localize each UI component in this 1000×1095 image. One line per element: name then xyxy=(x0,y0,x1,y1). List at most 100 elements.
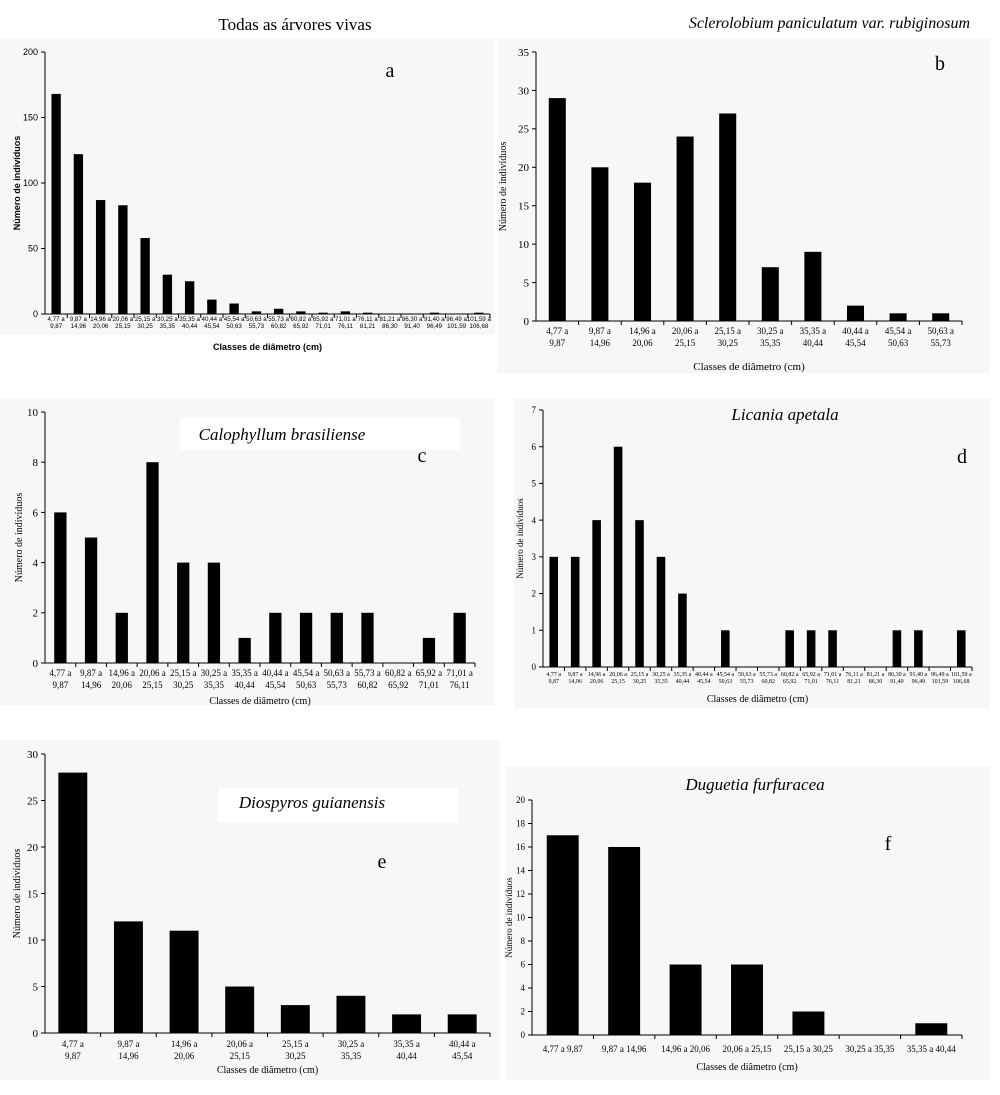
x-tick-label: 14,96 xyxy=(81,680,102,690)
x-tick-label: 96,49 a xyxy=(931,672,949,678)
y-tick-label: 2 xyxy=(33,608,39,620)
panel-letter: e xyxy=(378,851,387,873)
x-tick-label: 9,87 a xyxy=(80,668,102,678)
x-tick-label: 20,06 xyxy=(112,680,133,690)
x-tick-label: 9,87 a xyxy=(70,316,88,323)
x-tick-label: 20,06 a xyxy=(113,316,134,323)
y-tick-label: 0 xyxy=(532,662,537,672)
x-tick-label: 60,82 a xyxy=(781,672,799,678)
x-tick-label: 81,21 xyxy=(847,679,861,685)
x-tick-label: 50,63 xyxy=(719,679,733,685)
x-tick-label: 20,06 a xyxy=(226,1039,253,1049)
y-tick-label: 1 xyxy=(532,625,537,635)
x-tick-label: 9,87 a xyxy=(117,1039,139,1049)
x-tick-label: 65,92 xyxy=(388,680,408,690)
y-tick-label: 4 xyxy=(532,515,537,525)
x-tick-label: 96,49 xyxy=(427,323,443,330)
x-tick-label: 101,59 a xyxy=(467,316,492,323)
bar xyxy=(251,311,262,314)
x-tick-label: 60,82 xyxy=(761,679,775,685)
bar xyxy=(792,1011,825,1035)
x-tick-label: 55,73 a xyxy=(759,672,777,678)
x-tick-label: 60,82 xyxy=(357,680,377,690)
panel-background xyxy=(497,38,990,373)
x-tick-label: 35,35 xyxy=(760,338,781,348)
bar xyxy=(225,986,255,1033)
bar xyxy=(429,312,440,314)
x-tick-label: 25,15 a xyxy=(631,672,649,678)
y-tick-label: 25 xyxy=(518,124,530,136)
x-tick-label: 50,63 xyxy=(296,680,317,690)
bar xyxy=(73,154,84,314)
x-tick-label: 101,59 xyxy=(447,323,466,330)
x-tick-label: 30,25 xyxy=(285,1051,306,1061)
x-tick-label: 40,44 a xyxy=(695,672,713,678)
bar xyxy=(731,964,763,1035)
chart-title: Calophyllum brasiliense xyxy=(199,425,366,444)
x-tick-label: 55,73 xyxy=(327,680,348,690)
y-tick-label: 2 xyxy=(521,1007,526,1017)
y-axis-label: Número de indivíduos xyxy=(498,142,509,232)
y-tick-label: 0 xyxy=(524,316,530,328)
bar xyxy=(177,562,190,663)
bar xyxy=(633,182,652,321)
x-tick-label: 40,44 a xyxy=(449,1039,476,1049)
x-tick-label: 60,82 xyxy=(271,323,287,330)
x-tick-label: 25,15 xyxy=(230,1051,251,1061)
x-tick-label: 35,35 a xyxy=(179,316,200,323)
x-tick-label: 71,01 xyxy=(315,323,331,330)
y-tick-label: 5 xyxy=(524,277,530,289)
x-tick-label: 9,87 a xyxy=(589,326,611,336)
x-tick-label: 86,30 a xyxy=(888,672,906,678)
bar xyxy=(330,612,343,663)
y-tick-label: 6 xyxy=(33,507,39,519)
x-tick-label: 9,87 xyxy=(65,1051,81,1061)
bar xyxy=(678,593,687,667)
x-tick-label: 20,06 xyxy=(93,323,109,330)
x-tick-label: 91,40 xyxy=(890,679,904,685)
y-tick-label: 20 xyxy=(27,842,39,854)
bar xyxy=(362,312,373,314)
x-tick-label: 76,11 a xyxy=(845,672,863,678)
panel-letter: a xyxy=(386,60,395,82)
bar xyxy=(608,847,641,1035)
x-tick-label: 96,49 a xyxy=(446,316,467,323)
bar xyxy=(635,520,644,667)
x-tick-label: 20,06 a xyxy=(672,326,699,336)
y-tick-label: 0 xyxy=(33,309,38,319)
y-tick-label: 2 xyxy=(532,589,537,599)
y-tick-label: 0 xyxy=(33,1028,39,1040)
x-tick-label: 65,92 xyxy=(293,323,309,330)
x-tick-label: 30,25 xyxy=(173,680,194,690)
bar xyxy=(889,313,907,321)
x-tick-label: 30,25 a 35,35 xyxy=(845,1044,894,1054)
bar xyxy=(806,630,816,667)
y-tick-label: 6 xyxy=(521,960,526,970)
x-tick-label: 9,87 xyxy=(549,338,565,348)
x-tick-label: 14,96 a xyxy=(629,326,656,336)
bar xyxy=(828,630,837,667)
panel-letter: d xyxy=(957,446,967,468)
x-tick-label: 14,96 xyxy=(71,323,87,330)
bar xyxy=(299,612,313,663)
x-tick-label: 91,40 xyxy=(404,323,420,330)
x-tick-label: 20,06 a 25,15 xyxy=(723,1044,772,1054)
x-tick-label: 60,82 a xyxy=(291,316,312,323)
x-tick-label: 86,30 xyxy=(382,323,398,330)
x-tick-label: 40,44 xyxy=(396,1051,417,1061)
x-tick-label: 40,44 xyxy=(182,323,198,330)
y-tick-label: 100 xyxy=(23,178,38,188)
x-tick-label: 50,63 a xyxy=(738,672,756,678)
x-tick-label: 20,06 a xyxy=(609,672,627,678)
y-tick-label: 4 xyxy=(33,557,39,569)
x-tick-label: 25,15 a xyxy=(170,668,197,678)
x-tick-label: 81,21 xyxy=(360,323,376,330)
bar xyxy=(591,167,609,321)
x-axis-label: Classes de diâmetro (cm) xyxy=(209,696,310,707)
x-tick-label: 35,35 a xyxy=(800,326,827,336)
y-tick-label: 3 xyxy=(532,552,537,562)
bar xyxy=(296,311,306,314)
x-tick-label: 86,30 a xyxy=(402,316,423,323)
x-tick-label: 96,49 xyxy=(912,679,926,685)
